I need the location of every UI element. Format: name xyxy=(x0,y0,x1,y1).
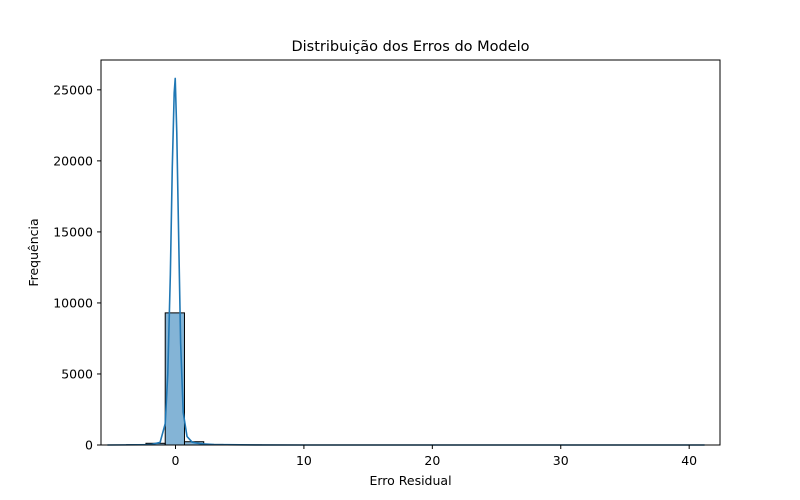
x-tick-label: 20 xyxy=(424,453,440,468)
plot-frame xyxy=(100,59,721,446)
y-tick-label: 25000 xyxy=(53,82,93,97)
y-tick-label: 15000 xyxy=(53,224,93,239)
histogram-bars xyxy=(126,312,263,446)
y-tick-label: 5000 xyxy=(61,366,93,381)
x-tick-label: 10 xyxy=(296,453,312,468)
x-tick-label: 0 xyxy=(172,453,180,468)
x-tick-label: 40 xyxy=(681,453,697,468)
kde-curve-group xyxy=(107,77,705,446)
y-tick-label: 20000 xyxy=(53,153,93,168)
chart-title: Distribuição dos Erros do Modelo xyxy=(291,39,529,55)
x-axis-label: Erro Residual xyxy=(369,473,451,488)
kde-curve xyxy=(107,77,705,446)
y-tick-label: 0 xyxy=(85,438,93,453)
y-tick-label: 10000 xyxy=(53,295,93,310)
x-axis-ticks: 0 10 20 30 40 xyxy=(172,445,697,468)
y-axis-label: Frequência xyxy=(26,218,41,286)
y-axis-ticks: 0 5000 10000 15000 20000 25000 xyxy=(53,82,101,453)
x-tick-label: 30 xyxy=(553,453,569,468)
